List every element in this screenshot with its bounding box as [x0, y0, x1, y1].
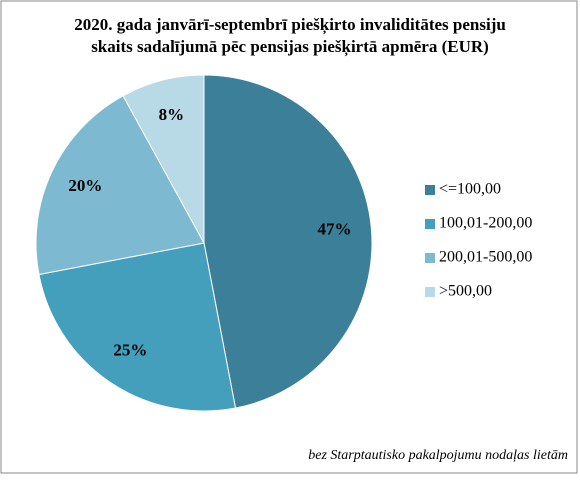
pie-slice [203, 74, 373, 409]
data-label: 47% [317, 220, 351, 239]
legend-label: 200,01-500,00 [439, 249, 532, 266]
legend-swatch [425, 219, 435, 229]
data-label: 20% [68, 176, 102, 195]
pie-slice [38, 242, 237, 412]
legend-label: 100,01-200,00 [439, 215, 532, 232]
legend-label: >500,00 [439, 283, 492, 300]
legend-swatch [425, 185, 435, 195]
pie-slice [122, 74, 205, 244]
chart-title: 2020. gada janvārī-septembrī piešķirto i… [74, 15, 506, 35]
pie-slice [35, 95, 205, 276]
annotation: bez Starptautisko pakalpojumu nodaļas li… [308, 448, 568, 463]
legend-label: <=100,00 [439, 181, 501, 198]
legend-swatch [425, 253, 435, 263]
legend-swatch [425, 287, 435, 297]
data-label: 8% [159, 105, 185, 124]
data-label: 25% [113, 340, 147, 359]
chart-title: skaits sadalījumā pēc pensijas piešķirtā… [91, 37, 489, 57]
